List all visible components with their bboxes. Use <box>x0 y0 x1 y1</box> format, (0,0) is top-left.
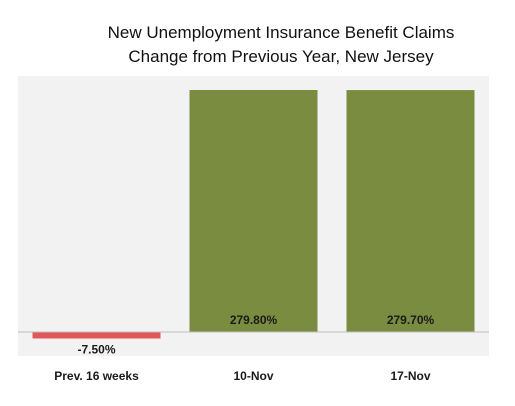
chart-subtitle: Change from Previous Year, New Jersey <box>128 47 434 66</box>
bar-0 <box>32 332 161 339</box>
value-label-0: -7.50% <box>77 342 115 356</box>
category-label-2: 17-Nov <box>390 369 430 383</box>
chart-title: New Unemployment Insurance Benefit Claim… <box>108 23 455 42</box>
bar-1 <box>189 90 318 332</box>
category-label-0: Prev. 16 weeks <box>54 369 139 383</box>
bars-group: -7.50% Prev. 16 weeks 279.80% 10-Nov 279.70%… <box>32 90 475 383</box>
value-label-2: 279.70% <box>387 313 435 327</box>
category-label-1: 10-Nov <box>233 369 273 383</box>
value-label-1: 279.80% <box>230 313 278 327</box>
bar-2 <box>346 90 475 332</box>
